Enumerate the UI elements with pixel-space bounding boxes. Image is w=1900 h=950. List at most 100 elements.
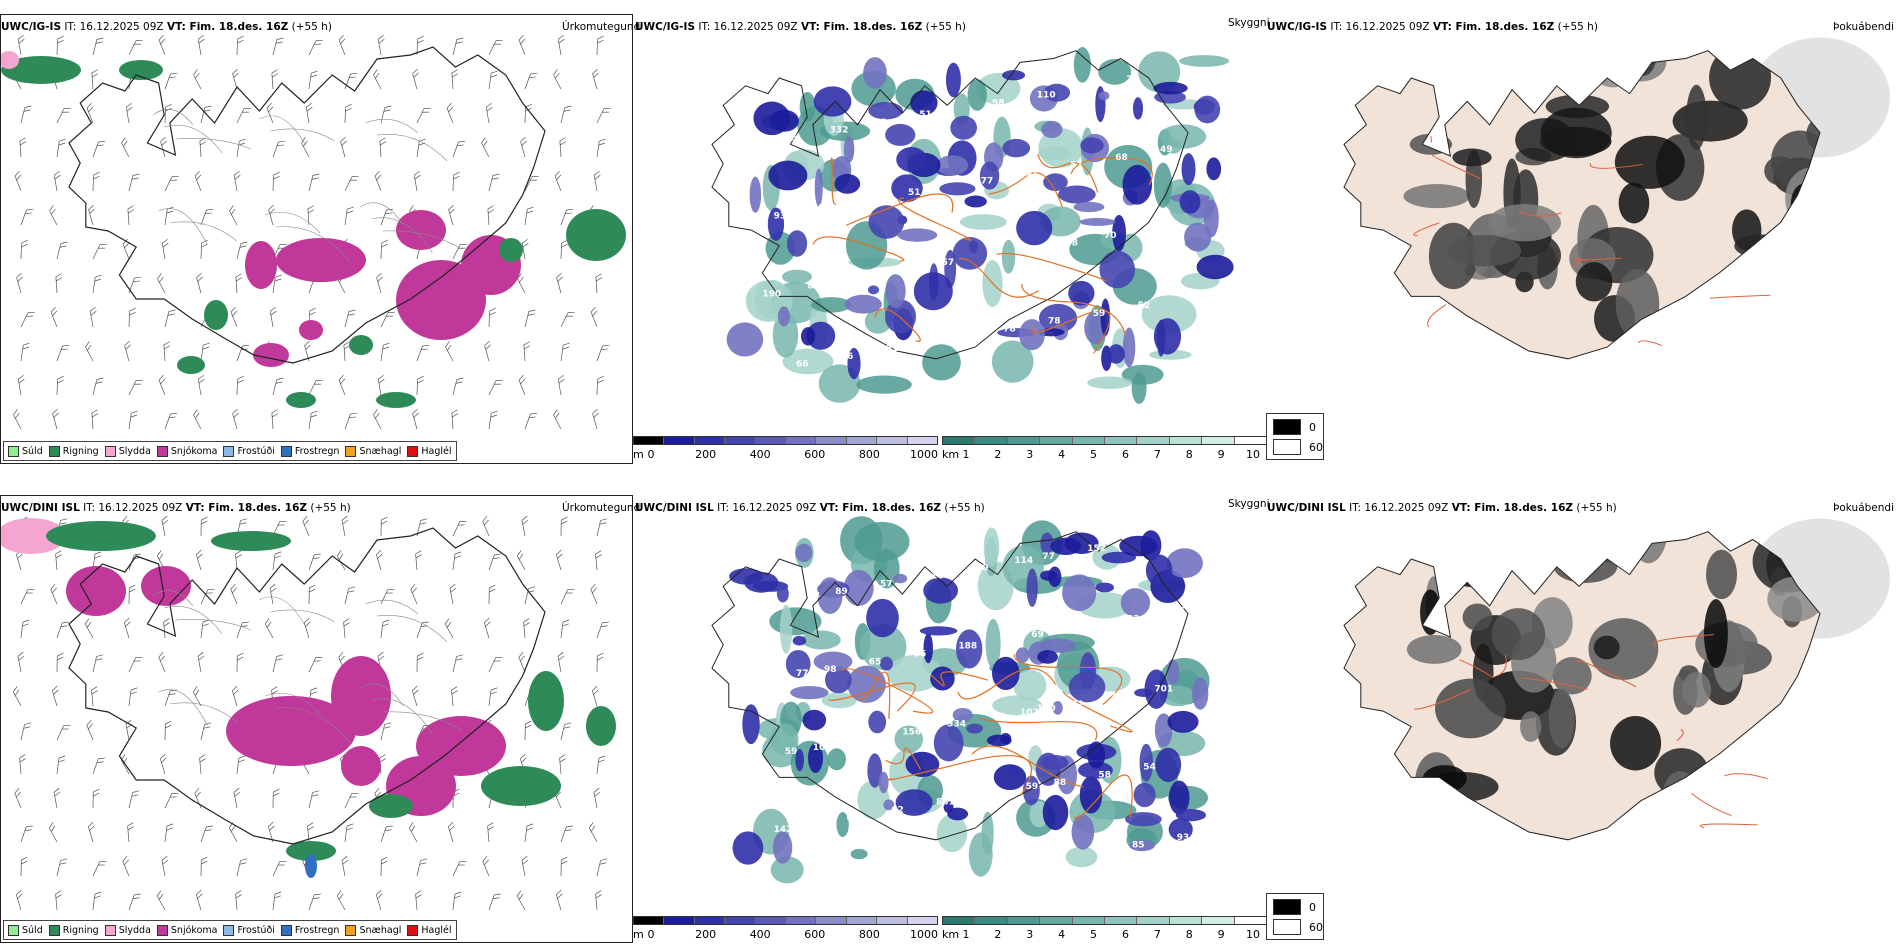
ceiling-value-label: 701: [1154, 685, 1173, 695]
colorbar-segment: [664, 437, 695, 444]
fog-key-swatch: [1273, 919, 1301, 935]
ceiling-value-label: 59: [1026, 782, 1039, 792]
colorbar-tick: 7: [1153, 448, 1161, 461]
legend-swatch: [345, 445, 357, 457]
colorbar-segment: [1040, 917, 1073, 924]
legend-swatch: [223, 445, 235, 457]
ceiling-value-label: 148: [1059, 239, 1078, 249]
legend-item: Frostúði: [223, 924, 275, 936]
colorbar-segment: [725, 917, 756, 924]
legend-label: Rigning: [62, 924, 99, 936]
colorbar-tick: 2: [994, 448, 1002, 461]
fog-key-swatch: [1273, 419, 1301, 435]
legend-item: Slydda: [104, 924, 151, 936]
legend-item: Frostúði: [223, 445, 275, 457]
ceiling-value-label: 78: [992, 712, 1005, 722]
ceiling-value-label: 67: [762, 599, 775, 609]
ceiling-value-label: 61: [886, 344, 899, 354]
colorbar-bar: [942, 436, 1267, 445]
legend-item: Súld: [8, 924, 43, 936]
colorbar-unit: km: [942, 448, 960, 461]
ceiling-value-label: 70: [1104, 231, 1117, 241]
colorbar-tick: 8: [1185, 448, 1193, 461]
ceiling-value-label: 68: [1115, 153, 1128, 163]
legend-label: Snjókoma: [170, 924, 218, 936]
ceiling-value-label: 58: [1098, 770, 1111, 780]
visibility-panel-row2: 70 102 86 69 103 77 98 88 89 132 62 74 86 152 65 58 57 70…: [634, 495, 1264, 943]
colorbar-bar: [633, 916, 938, 925]
colorbar-tick: 200: [695, 448, 717, 461]
fog-key-row: 0: [1273, 419, 1316, 435]
ceiling-value-label: 69: [1031, 630, 1044, 640]
ceiling-value-label: 55: [785, 133, 798, 143]
ceiling-value-label: 54: [1143, 763, 1156, 773]
ceiling-value-label: 74: [1076, 622, 1089, 632]
legend-label: Frostregn: [294, 924, 340, 936]
colorbar-segment: [1169, 437, 1203, 444]
colorbar-tick: 600: [804, 448, 826, 461]
legend-label: Snæhagl: [359, 445, 402, 457]
colorbar-segment: [664, 917, 695, 924]
ceiling-value-label: 110: [1037, 704, 1056, 714]
colorbar-tick: 6: [1121, 448, 1129, 461]
legend-item: Snæhagl: [345, 445, 402, 457]
ceiling-value-label: 103: [813, 743, 832, 753]
title-fog-row2: Þokuábendi: [1833, 502, 1894, 514]
ceiling-value-label: 98: [824, 665, 837, 675]
ceiling-value-label: 110: [1037, 91, 1056, 101]
colorbar-segment: [1007, 917, 1041, 924]
ceiling-value-label: 70: [1110, 692, 1123, 702]
colorbar-segment: [907, 917, 938, 924]
header-precip-row2: UWC/DINI ISL IT: 16.12.2025 09Z VT: Fim.…: [1, 502, 351, 514]
colorbar-tick: 200: [695, 928, 717, 941]
ceiling-value-label: 77: [1188, 755, 1201, 765]
ceiling-value-label: 51: [919, 110, 932, 120]
colorbar-tick: 9: [1217, 928, 1225, 941]
ceiling-value-label: 78: [1003, 325, 1016, 335]
fog-panel-row2: [1266, 495, 1900, 943]
legend-item: Haglél: [407, 445, 452, 457]
legend-swatch: [280, 445, 292, 457]
ceiling-value-label: 114: [1014, 556, 1033, 566]
ceiling-value-label: 156: [902, 728, 921, 738]
ceiling-value-label: 881: [936, 798, 955, 808]
ceiling-value-label: 77: [981, 176, 994, 186]
colorbar-segment: [755, 437, 787, 444]
ceiling-value-label: 69: [981, 790, 994, 800]
ceiling-value-label: 127: [930, 336, 949, 346]
precip-type-panel-row1: Súld Rigning Slydda Snjókoma Frostúði Frostre…: [0, 14, 633, 464]
colorbar-bar: [942, 916, 1267, 925]
ceiling-value-label: 84: [897, 266, 910, 276]
colorbar-segment: [816, 917, 847, 924]
colorbar-segment: [1234, 917, 1267, 924]
colorbar-tick: 0: [647, 928, 655, 941]
ceiling-value-label: 98: [992, 98, 1005, 108]
colorbar-tick: 8: [1185, 928, 1193, 941]
title-fog-row1: Þokuábendi: [1833, 21, 1894, 33]
ceiling-value-label: 82: [818, 204, 831, 214]
colorbar-bar: [633, 436, 938, 445]
ceiling-colorbar-row1: m 0 200 400 600 800 1000: [633, 436, 938, 464]
colorbar-tick: 1000: [910, 928, 938, 941]
colorbar-segment: [943, 917, 976, 924]
legend-swatch: [48, 924, 60, 936]
ceiling-value-label: 94: [1048, 626, 1061, 636]
fog-key-row: 60: [1273, 439, 1323, 455]
ceiling-value-label: 65: [869, 657, 882, 667]
ceiling-value-label: 57: [1026, 169, 1039, 179]
colorbar-tick: 600: [804, 928, 826, 941]
colorbar-segment: [786, 437, 817, 444]
fog-key-row1: 0 60: [1266, 413, 1324, 460]
ceiling-value-label: 35: [818, 817, 831, 827]
legend-swatch: [345, 924, 357, 936]
colorbar-segment: [846, 437, 878, 444]
legend-swatch: [104, 924, 116, 936]
ceiling-value-label: 132: [1065, 700, 1084, 710]
fog-key-label: 0: [1309, 420, 1316, 434]
ceiling-value-label: 89: [807, 282, 820, 292]
colorbar-unit: m: [633, 448, 644, 461]
ceiling-value-label: 188: [958, 642, 977, 652]
legend-item: Slydda: [104, 445, 151, 457]
colorbar-tick: 6: [1121, 928, 1129, 941]
ceiling-value-label: 62: [891, 806, 904, 816]
